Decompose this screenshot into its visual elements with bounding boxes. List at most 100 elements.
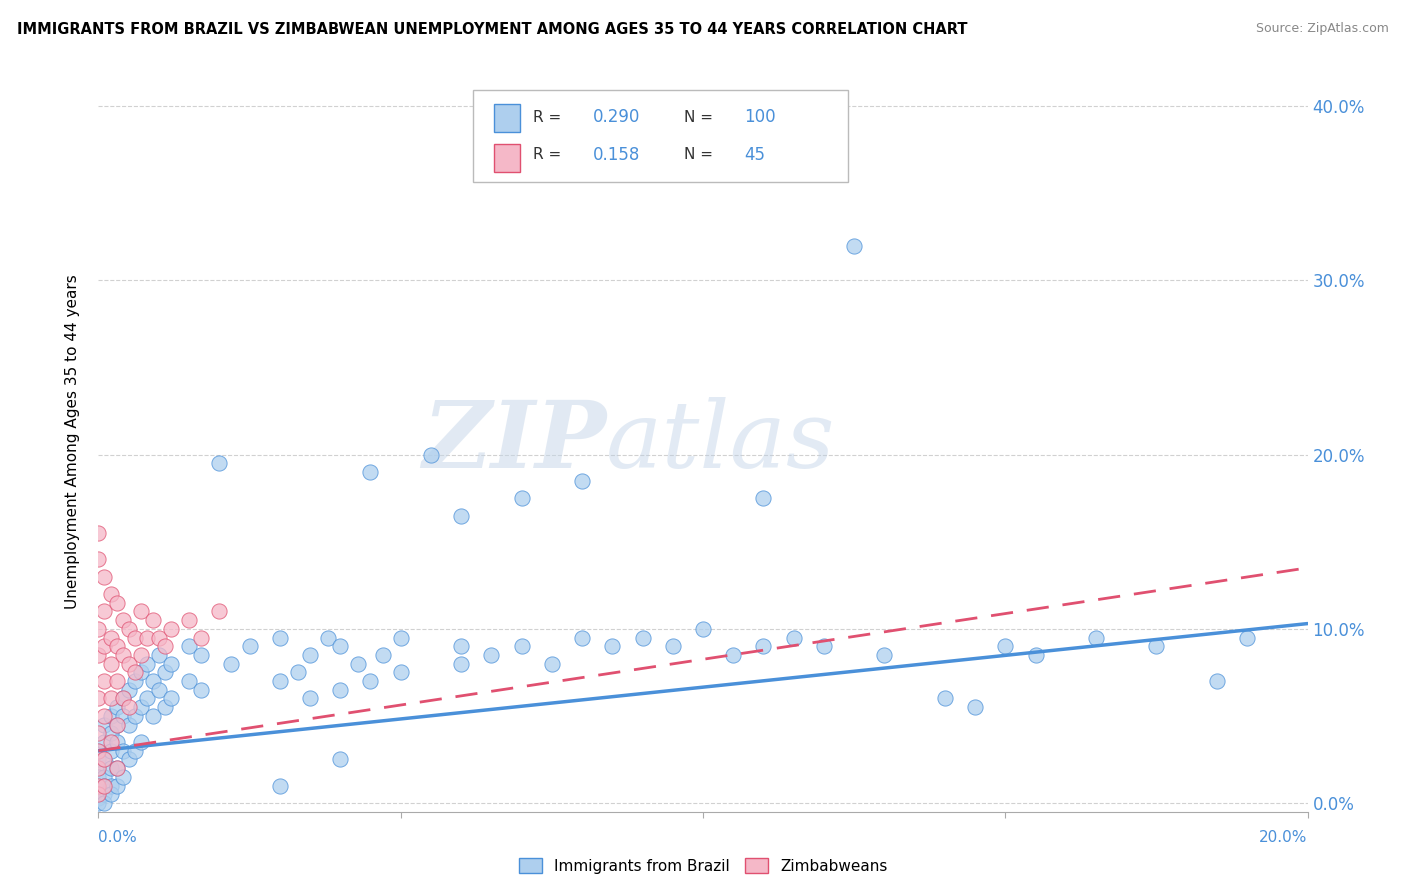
Text: 0.0%: 0.0% [98, 830, 138, 846]
Text: 45: 45 [744, 146, 765, 164]
Point [87, 787, 110, 801]
Legend: Immigrants from Brazil, Zimbabweans: Immigrants from Brazil, Zimbabweans [513, 852, 893, 880]
Point [118, 622, 141, 636]
Point [450, 657, 472, 671]
Point [87, 782, 110, 797]
Point [87, 752, 110, 766]
Point [1024, 648, 1046, 662]
Point [87, 622, 110, 636]
Point [124, 674, 146, 689]
Point [190, 682, 212, 697]
Point [329, 682, 352, 697]
Point [100, 779, 122, 793]
Point [93, 779, 115, 793]
Point [299, 648, 322, 662]
Point [100, 787, 122, 801]
Point [111, 709, 134, 723]
Point [124, 665, 146, 680]
Point [160, 657, 183, 671]
Point [631, 631, 654, 645]
Point [111, 770, 134, 784]
Point [100, 761, 122, 775]
Point [221, 657, 243, 671]
Point [105, 639, 128, 653]
Point [752, 639, 775, 653]
Point [87, 787, 110, 801]
Point [813, 639, 835, 653]
Point [752, 491, 775, 505]
Point [844, 238, 866, 252]
Point [87, 796, 110, 810]
Point [299, 691, 322, 706]
Point [420, 448, 443, 462]
Point [118, 717, 141, 731]
Point [129, 700, 152, 714]
Point [571, 631, 593, 645]
Text: IMMIGRANTS FROM BRAZIL VS ZIMBABWEAN UNEMPLOYMENT AMONG AGES 35 TO 44 YEARS CORR: IMMIGRANTS FROM BRAZIL VS ZIMBABWEAN UNE… [17, 22, 967, 37]
Point [783, 631, 806, 645]
Point [87, 779, 110, 793]
Point [105, 717, 128, 731]
Point [93, 752, 115, 766]
Point [93, 674, 115, 689]
Point [87, 648, 110, 662]
Point [111, 744, 134, 758]
Point [93, 717, 115, 731]
Text: R =: R = [533, 110, 561, 125]
Point [129, 604, 152, 618]
Point [93, 779, 115, 793]
Point [540, 657, 562, 671]
Point [160, 622, 183, 636]
Point [1236, 631, 1258, 645]
Point [87, 691, 110, 706]
Point [100, 709, 122, 723]
Point [100, 631, 122, 645]
Point [105, 761, 128, 775]
Point [571, 474, 593, 488]
Point [723, 648, 745, 662]
Point [190, 648, 212, 662]
Point [450, 639, 472, 653]
FancyBboxPatch shape [494, 144, 520, 172]
Point [100, 587, 122, 601]
Point [450, 508, 472, 523]
Point [316, 631, 339, 645]
Point [124, 631, 146, 645]
Point [105, 700, 128, 714]
Point [124, 744, 146, 758]
Point [142, 613, 165, 627]
Point [269, 674, 291, 689]
Point [135, 657, 157, 671]
Point [124, 709, 146, 723]
Text: ZIP: ZIP [422, 397, 606, 486]
Point [100, 657, 122, 671]
Point [1206, 674, 1229, 689]
Text: 0.290: 0.290 [593, 109, 640, 127]
Point [148, 631, 170, 645]
Point [148, 682, 170, 697]
Point [100, 735, 122, 749]
Point [111, 648, 134, 662]
Point [142, 674, 165, 689]
Point [208, 604, 231, 618]
Point [87, 779, 110, 793]
FancyBboxPatch shape [474, 90, 848, 183]
Point [100, 726, 122, 740]
Point [87, 552, 110, 566]
Point [93, 604, 115, 618]
Point [105, 761, 128, 775]
Point [661, 639, 683, 653]
Text: N =: N = [683, 110, 713, 125]
Point [87, 790, 110, 805]
Point [129, 665, 152, 680]
Point [93, 709, 115, 723]
Point [153, 639, 176, 653]
Point [934, 691, 956, 706]
Text: N =: N = [683, 147, 713, 162]
Point [87, 761, 110, 775]
Point [389, 631, 412, 645]
Point [93, 639, 115, 653]
Point [360, 674, 382, 689]
Point [118, 752, 141, 766]
Text: Source: ZipAtlas.com: Source: ZipAtlas.com [1256, 22, 1389, 36]
